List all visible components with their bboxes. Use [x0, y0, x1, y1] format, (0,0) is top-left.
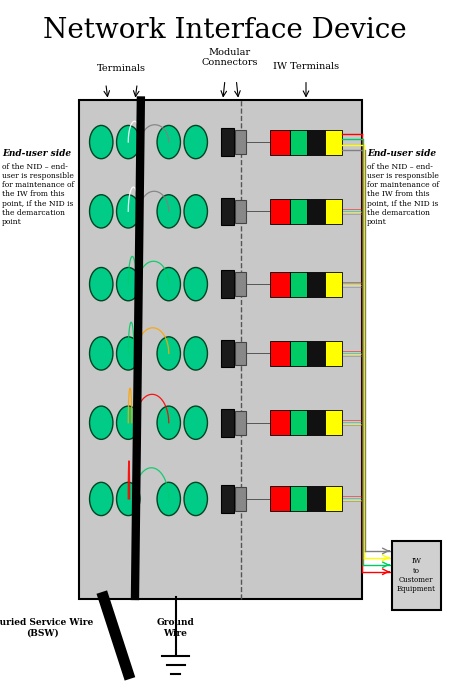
Ellipse shape — [184, 482, 207, 516]
Bar — [290, 341, 307, 366]
Bar — [325, 199, 342, 224]
Bar — [220, 198, 234, 225]
Bar — [325, 341, 342, 366]
Bar — [290, 410, 307, 435]
Bar — [235, 411, 246, 435]
Bar — [325, 486, 342, 511]
Bar — [235, 130, 246, 154]
Bar — [220, 128, 234, 156]
Bar — [79, 100, 362, 599]
Bar — [307, 486, 325, 511]
Bar — [307, 272, 325, 297]
Ellipse shape — [184, 125, 207, 159]
Ellipse shape — [90, 406, 113, 439]
Ellipse shape — [157, 195, 180, 228]
Bar — [220, 340, 234, 367]
Text: of the NID – end-
user is responsible
for maintenance of
the IW from this
point,: of the NID – end- user is responsible fo… — [2, 163, 75, 226]
Text: Network Interface Device: Network Interface Device — [43, 17, 407, 44]
Bar — [235, 272, 246, 296]
Ellipse shape — [157, 406, 180, 439]
Bar — [392, 541, 441, 610]
Bar — [220, 270, 234, 298]
Bar — [290, 199, 307, 224]
Bar — [270, 341, 290, 366]
Text: End-user side: End-user side — [367, 149, 436, 158]
Ellipse shape — [117, 406, 140, 439]
Ellipse shape — [90, 267, 113, 301]
Ellipse shape — [90, 482, 113, 516]
Ellipse shape — [184, 337, 207, 370]
Bar — [270, 410, 290, 435]
Ellipse shape — [90, 125, 113, 159]
Bar — [290, 130, 307, 155]
Ellipse shape — [117, 337, 140, 370]
Text: Ground
Wire: Ground Wire — [157, 618, 194, 638]
Ellipse shape — [157, 482, 180, 516]
Bar — [325, 272, 342, 297]
Text: Modular
Connectors: Modular Connectors — [201, 48, 258, 67]
Bar — [235, 200, 246, 223]
Ellipse shape — [184, 267, 207, 301]
Text: IW Terminals: IW Terminals — [273, 62, 339, 71]
Ellipse shape — [184, 195, 207, 228]
Ellipse shape — [117, 195, 140, 228]
Bar — [325, 130, 342, 155]
Text: Terminals: Terminals — [97, 64, 146, 73]
Text: End-user side: End-user side — [2, 149, 72, 158]
Bar — [235, 342, 246, 365]
Ellipse shape — [157, 267, 180, 301]
Bar — [307, 341, 325, 366]
Bar — [290, 272, 307, 297]
Bar — [325, 410, 342, 435]
Bar — [220, 409, 234, 437]
Ellipse shape — [90, 337, 113, 370]
Ellipse shape — [117, 267, 140, 301]
Bar — [290, 486, 307, 511]
Text: of the NID – end-
user is responsible
for maintenance of
the IW from this
point,: of the NID – end- user is responsible fo… — [367, 163, 439, 226]
Text: IW
to
Customer
Equipment: IW to Customer Equipment — [397, 557, 436, 593]
Text: Buried Service Wire
(BSW): Buried Service Wire (BSW) — [0, 618, 94, 638]
Ellipse shape — [117, 125, 140, 159]
Bar — [220, 485, 234, 513]
Ellipse shape — [184, 406, 207, 439]
Bar — [307, 199, 325, 224]
Ellipse shape — [157, 125, 180, 159]
Ellipse shape — [157, 337, 180, 370]
Ellipse shape — [117, 482, 140, 516]
Bar — [270, 130, 290, 155]
Bar — [235, 487, 246, 511]
Bar — [270, 272, 290, 297]
Bar — [270, 199, 290, 224]
Bar — [307, 130, 325, 155]
Ellipse shape — [90, 195, 113, 228]
Bar — [270, 486, 290, 511]
Bar — [307, 410, 325, 435]
